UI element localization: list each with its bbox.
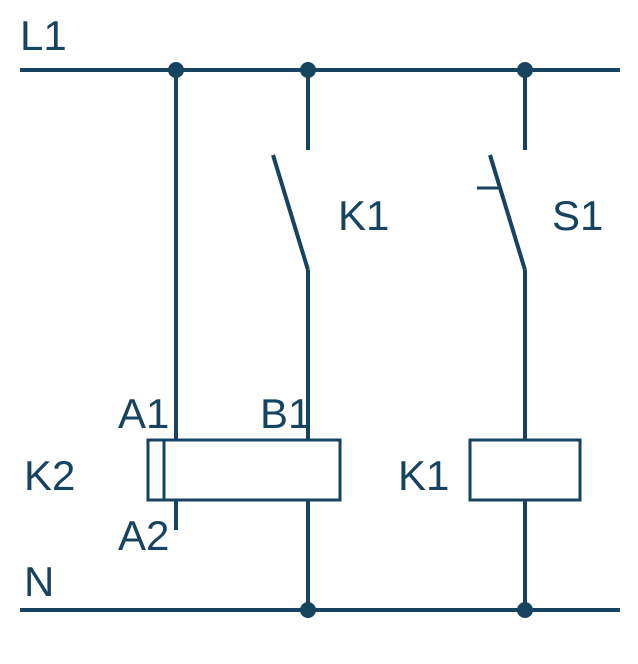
svg-text:K1: K1 <box>398 452 449 499</box>
svg-text:L1: L1 <box>20 12 67 59</box>
svg-text:A1: A1 <box>118 390 169 437</box>
svg-text:K1: K1 <box>338 192 389 239</box>
svg-text:K2: K2 <box>24 452 75 499</box>
svg-text:N: N <box>24 558 54 605</box>
svg-text:S1: S1 <box>552 192 603 239</box>
svg-text:A2: A2 <box>118 512 169 559</box>
svg-text:B1: B1 <box>260 390 311 437</box>
